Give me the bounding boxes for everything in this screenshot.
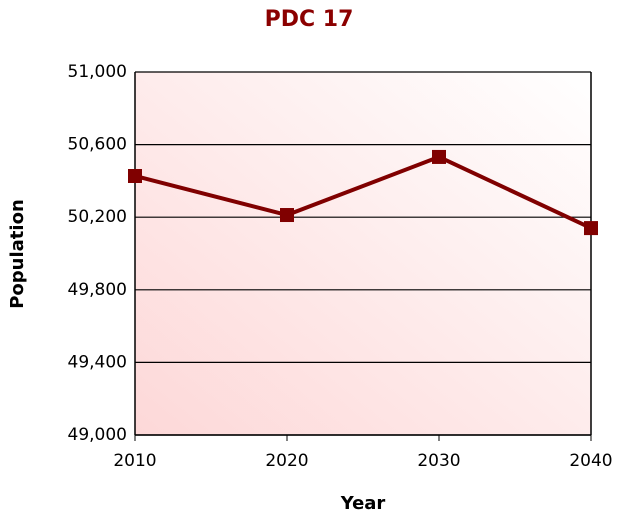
point-marker [432,149,446,164]
series-line [134,154,592,230]
x-tick-label: 2030 [417,451,460,471]
point-marker [128,168,142,183]
y-tick-label: 49,800 [68,280,127,300]
x-tick-label: 2040 [569,451,612,471]
y-axis-label: Population [7,199,28,309]
y-tick-label: 50,600 [68,135,127,155]
x-axis-label: Year [340,493,386,514]
y-tick-label: 49,400 [68,352,127,372]
y-tick-label: 49,000 [68,425,127,445]
y-tick-label: 51,000 [68,62,127,82]
chart-title: PDC 17 [265,7,354,32]
plot-area [135,72,591,435]
point-marker [584,221,598,236]
point-marker [280,208,294,223]
x-tick-label: 2010 [113,451,156,471]
x-tick-label: 2020 [265,451,308,471]
y-tick-label: 50,200 [68,207,127,227]
